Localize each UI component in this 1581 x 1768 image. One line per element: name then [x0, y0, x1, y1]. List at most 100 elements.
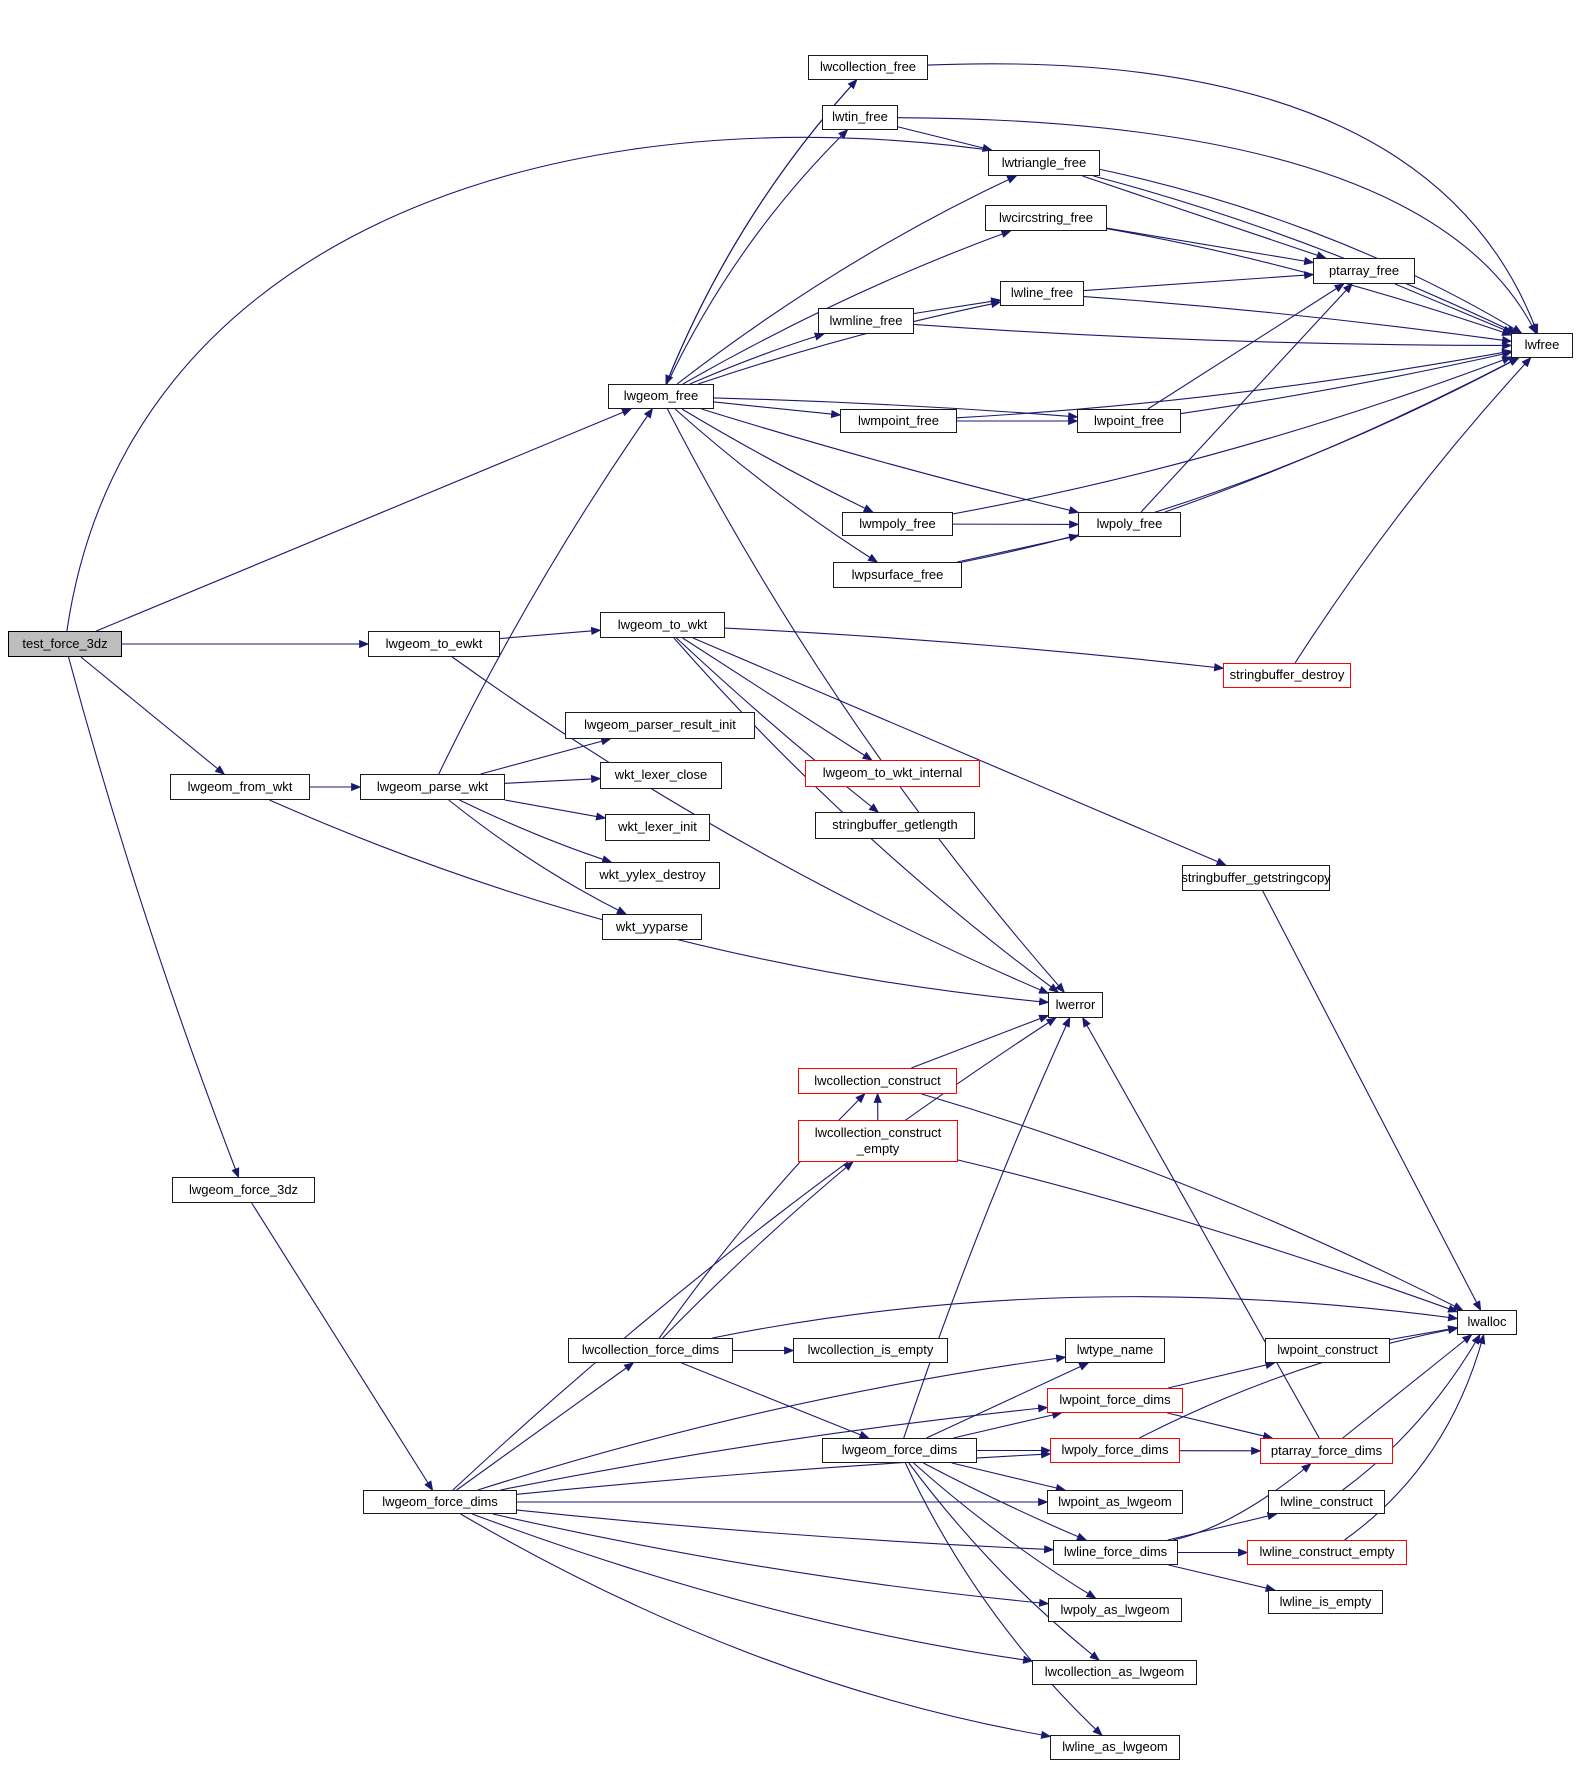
edge-lwline_construct_empty--lwalloc — [1344, 1333, 1486, 1541]
edge-lwgeom_to_ewkt--lwgeom_to_wkt — [499, 626, 602, 640]
edge-lwtin_free--lwtriangle_free — [897, 126, 993, 152]
edge-lwgeom_free--lwpoly_free — [701, 408, 1080, 515]
edge-lwgeom_parse_wkt--wkt_yyparse — [448, 799, 628, 915]
node-lwmpoint_free[interactable]: lwmpoint_free — [840, 409, 957, 433]
edge-lwtin_free--lwfree — [897, 117, 1537, 335]
node-lwcollection_free[interactable]: lwcollection_free — [808, 55, 928, 80]
edge-test_force_3dz--lwgeom_from_wkt — [80, 656, 226, 775]
node-lwline_is_empty[interactable]: lwline_is_empty — [1268, 1590, 1383, 1614]
node-lwgeom_force_dims_b[interactable]: lwgeom_force_dims — [822, 1438, 977, 1463]
node-lwgeom_parser_result_init[interactable]: lwgeom_parser_result_init — [565, 712, 755, 739]
edge-lwcollection_free--lwfree — [927, 63, 1539, 335]
node-lwcollection_construct[interactable]: lwcollection_construct — [798, 1068, 957, 1094]
node-lwgeom_from_wkt[interactable]: lwgeom_from_wkt — [170, 774, 310, 800]
node-wkt_yylex_destroy[interactable]: wkt_yylex_destroy — [585, 862, 720, 889]
node-lwgeom_free[interactable]: lwgeom_free — [608, 384, 714, 409]
node-lwpoly_free[interactable]: lwpoly_free — [1078, 512, 1181, 537]
node-lwtriangle_free[interactable]: lwtriangle_free — [988, 150, 1100, 176]
edge-lwgeom_force_dims_a--lwtype_name — [477, 1354, 1067, 1491]
node-lwpsurface_free[interactable]: lwpsurface_free — [833, 562, 962, 588]
node-stringbuffer_getstringcopy[interactable]: stringbuffer_getstringcopy — [1181, 865, 1331, 891]
node-wkt_yyparse[interactable]: wkt_yyparse — [602, 914, 702, 940]
edge-ptarray_force_dims--lwalloc — [1342, 1334, 1473, 1439]
edge-lwgeom_free--lwtin_free — [666, 128, 849, 385]
node-lwfree[interactable]: lwfree — [1511, 333, 1573, 358]
edge-lwpoint_construct--lwalloc — [1389, 1325, 1459, 1341]
node-lwcollection_construct_empty[interactable]: lwcollection_construct _empty — [798, 1120, 958, 1162]
edge-group — [66, 63, 1539, 1739]
edge-lwline_force_dims--lwline_is_empty — [1168, 1564, 1276, 1592]
edge-lwgeom_force_dims_a--lwline_force_dims — [516, 1509, 1055, 1554]
node-stringbuffer_destroy[interactable]: stringbuffer_destroy — [1223, 663, 1351, 688]
edge-lwgeom_parse_wkt--lwgeom_free — [438, 407, 654, 775]
edge-lwline_force_dims--ptarray_force_dims — [1173, 1463, 1312, 1541]
edge-lwpoint_force_dims--lwpoint_construct — [1168, 1361, 1276, 1389]
node-lwpoly_force_dims[interactable]: lwpoly_force_dims — [1050, 1438, 1180, 1463]
edge-lwpoint_free--ptarray_free — [1147, 283, 1345, 410]
edge-lwmline_free--lwline_free — [913, 297, 1002, 315]
edge-lwpoly_free--ptarray_free — [1140, 282, 1353, 513]
edge-lwline_free--lwfree — [1083, 295, 1513, 345]
node-ptarray_force_dims[interactable]: ptarray_force_dims — [1260, 1438, 1393, 1464]
edge-lwgeom_force_dims_b--lwerror — [903, 1016, 1071, 1439]
edge-lwcollection_force_dims--lwalloc — [712, 1296, 1459, 1339]
node-lwcollection_force_dims[interactable]: lwcollection_force_dims — [568, 1338, 733, 1363]
edge-lwpsurface_free--lwfree — [961, 357, 1520, 563]
node-lwgeom_force_3dz[interactable]: lwgeom_force_3dz — [172, 1177, 315, 1203]
edge-lwgeom_parse_wkt--wkt_lexer_init — [504, 799, 607, 821]
node-lwtin_free[interactable]: lwtin_free — [822, 105, 898, 130]
node-lwcircstring_free[interactable]: lwcircstring_free — [985, 205, 1107, 231]
edge-lwgeom_free--lwline_free — [697, 299, 1002, 385]
node-test_force_3dz[interactable]: test_force_3dz — [8, 631, 122, 657]
edge-stringbuffer_destroy--lwfree — [1294, 356, 1532, 664]
edge-lwgeom_force_dims_a--lwcollection_as_lwgeom — [472, 1513, 1034, 1664]
node-lwline_force_dims[interactable]: lwline_force_dims — [1053, 1540, 1178, 1565]
node-lwcollection_is_empty[interactable]: lwcollection_is_empty — [793, 1338, 948, 1363]
edge-lwgeom_free--lwmpoly_free — [681, 408, 874, 513]
node-wkt_lexer_init[interactable]: wkt_lexer_init — [605, 814, 710, 841]
node-lwpoint_as_lwgeom[interactable]: lwpoint_as_lwgeom — [1047, 1490, 1183, 1514]
node-lwpoint_free[interactable]: lwpoint_free — [1077, 409, 1181, 433]
edge-lwgeom_force_dims_b--lwline_as_lwgeom — [904, 1462, 1103, 1736]
node-lwpoint_construct[interactable]: lwpoint_construct — [1265, 1338, 1390, 1363]
node-lwalloc[interactable]: lwalloc — [1457, 1310, 1517, 1335]
node-lwmpoly_free[interactable]: lwmpoly_free — [842, 512, 953, 536]
node-wkt_lexer_close[interactable]: wkt_lexer_close — [600, 762, 722, 789]
node-ptarray_free[interactable]: ptarray_free — [1313, 258, 1415, 284]
edge-lwgeom_force_dims_b--lwpoly_as_lwgeom — [913, 1462, 1097, 1599]
edge-lwgeom_force_dims_b--lwcollection_as_lwgeom — [908, 1462, 1100, 1661]
node-lwerror[interactable]: lwerror — [1048, 992, 1103, 1018]
edge-lwgeom_free--lwerror — [666, 408, 1066, 994]
node-lwpoly_as_lwgeom[interactable]: lwpoly_as_lwgeom — [1048, 1598, 1182, 1622]
edge-lwgeom_force_dims_b--lwline_force_dims — [923, 1462, 1088, 1541]
node-lwline_construct[interactable]: lwline_construct — [1268, 1490, 1385, 1514]
edge-lwtriangle_free--ptarray_free — [1082, 175, 1327, 260]
node-lwgeom_to_wkt_internal[interactable]: lwgeom_to_wkt_internal — [805, 760, 980, 787]
edge-lwcollection_construct--lwalloc — [921, 1093, 1464, 1311]
node-lwline_construct_empty[interactable]: lwline_construct_empty — [1247, 1540, 1407, 1565]
node-lwgeom_to_ewkt[interactable]: lwgeom_to_ewkt — [368, 631, 500, 657]
edge-lwgeom_free--lwmline_free — [689, 332, 826, 385]
edge-stringbuffer_getstringcopy--lwalloc — [1262, 890, 1482, 1312]
edge-lwgeom_force_dims_a--lwline_as_lwgeom — [460, 1513, 1052, 1739]
node-lwgeom_to_wkt[interactable]: lwgeom_to_wkt — [600, 612, 725, 638]
edge-ptarray_free--lwfree — [1394, 283, 1514, 334]
edge-lwgeom_free--lwtriangle_free — [676, 175, 1018, 385]
node-lwline_free[interactable]: lwline_free — [1000, 281, 1084, 306]
node-lwline_as_lwgeom[interactable]: lwline_as_lwgeom — [1050, 1735, 1180, 1760]
edge-lwcollection_construct--lwerror — [911, 1014, 1050, 1069]
edge-lwgeom_force_dims_a--lwerror — [452, 1017, 1057, 1491]
node-lwgeom_force_dims_a[interactable]: lwgeom_force_dims — [363, 1490, 517, 1514]
edge-lwgeom_force_dims_b--lwpoint_force_dims — [953, 1410, 1063, 1439]
node-lwmline_free[interactable]: lwmline_free — [818, 308, 914, 334]
node-lwcollection_as_lwgeom[interactable]: lwcollection_as_lwgeom — [1032, 1660, 1197, 1685]
edge-test_force_3dz--lwgeom_force_3dz — [67, 656, 240, 1179]
node-lwtype_name[interactable]: lwtype_name — [1065, 1338, 1165, 1363]
node-lwgeom_parse_wkt[interactable]: lwgeom_parse_wkt — [360, 774, 505, 800]
edge-lwpoint_free--lwfree — [1180, 350, 1513, 415]
node-lwpoint_force_dims[interactable]: lwpoint_force_dims — [1047, 1388, 1183, 1413]
node-stringbuffer_getlength[interactable]: stringbuffer_getlength — [815, 812, 975, 839]
edge-lwgeom_force_dims_b--lwtype_name — [926, 1362, 1090, 1439]
